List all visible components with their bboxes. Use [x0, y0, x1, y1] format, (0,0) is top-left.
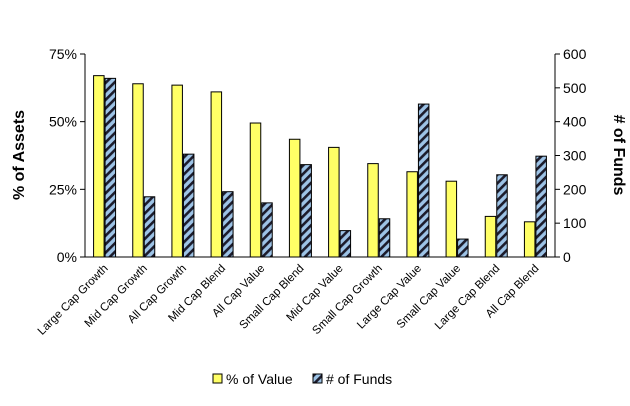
right-tick-label: 200 — [563, 181, 587, 197]
bar-funds — [143, 196, 156, 258]
bar-value — [523, 221, 536, 258]
right-tick-label: 600 — [563, 46, 587, 62]
right-tick-label: 100 — [563, 215, 587, 231]
legend-label-funds: # of Funds — [326, 371, 392, 387]
bar-funds — [457, 238, 469, 258]
bar-funds — [339, 230, 352, 258]
bar-value — [406, 171, 418, 258]
category-label: Small Cap Growth — [310, 263, 384, 337]
legend-swatch-value — [212, 373, 223, 384]
bar-funds — [496, 174, 508, 258]
right-tick-label: 300 — [563, 148, 587, 164]
bar-value — [171, 84, 183, 258]
left-axis-ticks: 0% 25% 50% 75% — [49, 46, 85, 265]
bar-value — [249, 122, 262, 258]
legend: % of Value # of Funds — [212, 371, 392, 387]
legend-label-value: % of Value — [226, 371, 293, 387]
bar-value — [484, 215, 497, 258]
bar-value — [288, 138, 301, 258]
bar-funds — [535, 155, 547, 258]
left-tick-label: 75% — [49, 46, 77, 62]
y-axis-title-left: % of Assets — [11, 110, 28, 200]
left-tick-label: 25% — [49, 181, 77, 197]
category-label: Large Cap Growth — [36, 263, 111, 338]
right-axis-ticks: 0 100 200 300 400 500 600 — [555, 46, 587, 265]
left-tick-label: 50% — [49, 114, 77, 130]
right-tick-label: 500 — [563, 80, 587, 96]
bars — [93, 75, 547, 258]
legend-swatch-funds — [312, 373, 323, 384]
y-axis-title-right: # of Funds — [610, 115, 627, 196]
right-tick-label: 0 — [563, 249, 571, 265]
bar-value — [367, 163, 379, 258]
bar-value — [445, 180, 458, 258]
bar-funds — [417, 103, 430, 258]
bar-funds — [104, 77, 117, 258]
bar-value — [93, 75, 105, 258]
plot-area: 0% 25% 50% 75% 0 100 200 300 400 500 600 Large Ca… — [36, 46, 587, 338]
bar-value — [132, 83, 144, 258]
left-tick-label: 0% — [57, 249, 77, 265]
bar-value — [210, 91, 223, 258]
bar-funds — [222, 191, 234, 258]
bar-funds — [182, 153, 195, 258]
right-tick-label: 400 — [563, 114, 587, 130]
bar-funds — [261, 202, 273, 258]
bar-funds — [300, 164, 312, 258]
bar-value — [328, 146, 340, 258]
bar-funds — [378, 218, 391, 258]
